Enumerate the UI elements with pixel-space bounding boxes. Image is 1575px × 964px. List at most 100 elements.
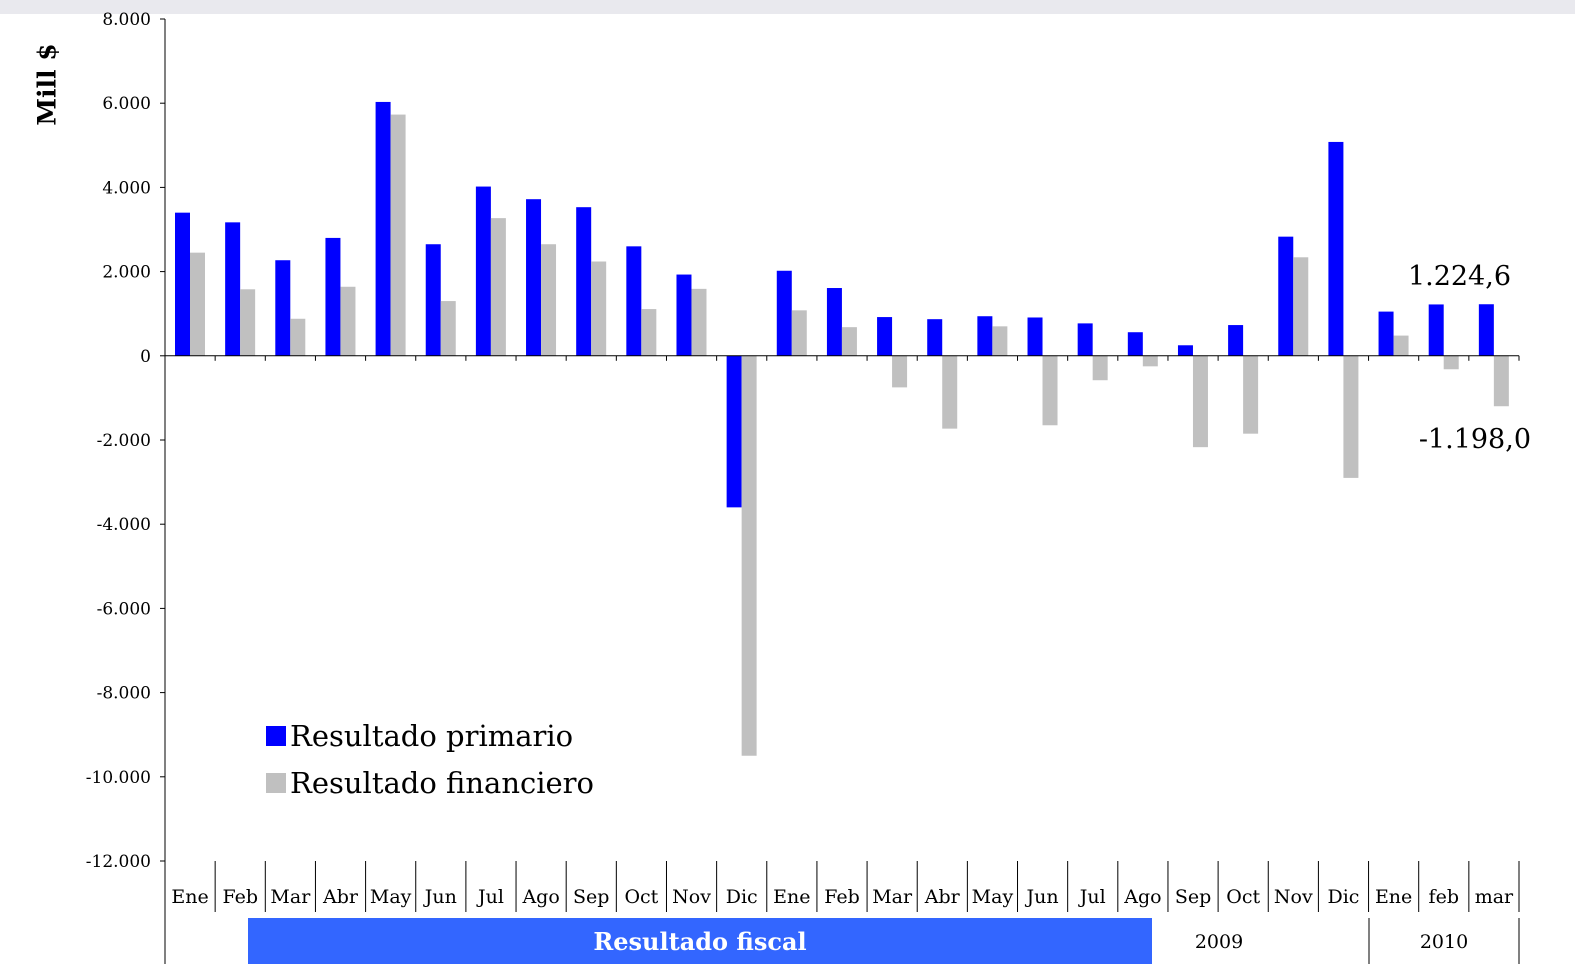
- bar-financiero: [190, 252, 205, 356]
- bar-financiero: [390, 114, 406, 356]
- bar-financiero: [691, 288, 707, 356]
- bar-primario: [726, 355, 742, 508]
- bar-primario: [626, 246, 642, 356]
- y-tick-label: -2.000: [97, 431, 151, 451]
- y-tick-label: -10.000: [86, 768, 151, 788]
- bar-primario: [1278, 236, 1294, 356]
- y-tick-label: 6.000: [102, 94, 151, 114]
- y-tick-label: 0: [140, 347, 151, 367]
- bar-financiero: [892, 355, 908, 388]
- x-category-label: Mar: [872, 886, 913, 908]
- y-tick-label: 4.000: [102, 178, 151, 198]
- x-category-label: Jul: [476, 886, 504, 908]
- bar-primario: [576, 207, 592, 356]
- x-category-label: Oct: [624, 886, 658, 908]
- annotation-financiero-last: -1.198,0: [1419, 424, 1531, 455]
- y-tick-label: -4.000: [97, 515, 151, 535]
- bar-financiero: [240, 289, 256, 356]
- annotation-primario-last: 1.224,6: [1408, 261, 1511, 292]
- bar-primario: [1378, 311, 1394, 356]
- x-category-label: Ago: [521, 886, 559, 908]
- x-category-label: Ene: [171, 886, 208, 908]
- legend: Resultado primario Resultado financiero: [266, 712, 594, 806]
- group-label-2010: 2010: [1420, 931, 1468, 953]
- bar-primario: [927, 319, 943, 356]
- bar-financiero: [1293, 257, 1309, 356]
- x-category-label: Feb: [824, 886, 860, 908]
- bar-primario: [275, 260, 291, 356]
- bar-financiero: [791, 310, 807, 356]
- bar-primario: [375, 101, 391, 356]
- bar-primario: [1478, 304, 1494, 356]
- bar-primario: [526, 199, 542, 356]
- bar-primario: [977, 316, 993, 356]
- y-tick-label: 2.000: [102, 263, 151, 283]
- y-tick-label: -6.000: [97, 599, 151, 619]
- bar-financiero: [591, 261, 607, 356]
- y-tick-label: -8.000: [97, 684, 151, 704]
- y-tick-label: 8.000: [102, 10, 151, 30]
- bar-primario: [1027, 317, 1043, 356]
- x-category-label: Jun: [423, 886, 457, 908]
- y-tick-label: -12.000: [86, 852, 151, 872]
- x-category-label: Ene: [773, 886, 810, 908]
- bar-financiero: [992, 326, 1008, 356]
- x-category-label: Abr: [924, 886, 961, 908]
- x-category-label: Sep: [573, 886, 609, 908]
- bar-primario: [175, 212, 190, 356]
- bar-financiero: [440, 301, 456, 356]
- bar-primario: [475, 186, 491, 356]
- bar-financiero: [1192, 355, 1208, 448]
- legend-label-financiero: Resultado financiero: [290, 765, 595, 800]
- x-category-label: Oct: [1226, 886, 1260, 908]
- bar-financiero: [490, 218, 506, 356]
- legend-item-financiero: Resultado financiero: [266, 759, 594, 806]
- x-category-label: Sep: [1175, 886, 1211, 908]
- bar-primario: [877, 317, 893, 356]
- x-category-label: May: [972, 886, 1014, 908]
- bar-financiero: [340, 286, 356, 356]
- bar-primario: [225, 222, 241, 356]
- x-category-label: feb: [1429, 886, 1459, 908]
- bar-financiero: [1443, 355, 1459, 370]
- bar-primario: [1228, 325, 1244, 356]
- x-category-label: Jun: [1025, 886, 1059, 908]
- bar-primario: [826, 288, 842, 356]
- bar-primario: [1077, 323, 1093, 356]
- bar-primario: [425, 244, 441, 356]
- group-label-2009: 2009: [1195, 931, 1243, 953]
- x-category-label: Nov: [672, 886, 711, 908]
- x-category-label: Jul: [1078, 886, 1106, 908]
- x-category-label: Nov: [1274, 886, 1313, 908]
- bar-financiero: [1243, 355, 1259, 434]
- bar-primario: [676, 274, 692, 356]
- legend-item-primario: Resultado primario: [266, 712, 594, 759]
- bar-financiero: [841, 327, 857, 356]
- bar-financiero: [1042, 355, 1058, 426]
- x-category-label: Ene: [1375, 886, 1412, 908]
- x-category-label: mar: [1475, 886, 1514, 908]
- x-category-label: May: [370, 886, 412, 908]
- bar-financiero: [1142, 355, 1158, 367]
- bar-financiero: [1493, 355, 1509, 407]
- x-category-label: Abr: [322, 886, 359, 908]
- bar-financiero: [1343, 355, 1359, 478]
- bar-financiero: [290, 318, 306, 356]
- bar-primario: [1127, 332, 1143, 356]
- bar-primario: [776, 270, 792, 356]
- x-category-label: Feb: [222, 886, 258, 908]
- x-category-label: Ago: [1123, 886, 1161, 908]
- bar-financiero: [641, 309, 657, 356]
- bar-financiero: [942, 355, 958, 429]
- bar-financiero: [1092, 355, 1108, 381]
- group-banner-resultado-fiscal: Resultado fiscal: [248, 918, 1152, 964]
- bar-primario: [1177, 345, 1193, 356]
- bar-primario: [1428, 304, 1444, 356]
- legend-swatch-financiero: [266, 772, 286, 793]
- bar-financiero: [741, 355, 757, 756]
- bar-financiero: [1393, 335, 1409, 356]
- bar-financiero: [541, 244, 557, 356]
- x-category-label: Dic: [726, 886, 758, 908]
